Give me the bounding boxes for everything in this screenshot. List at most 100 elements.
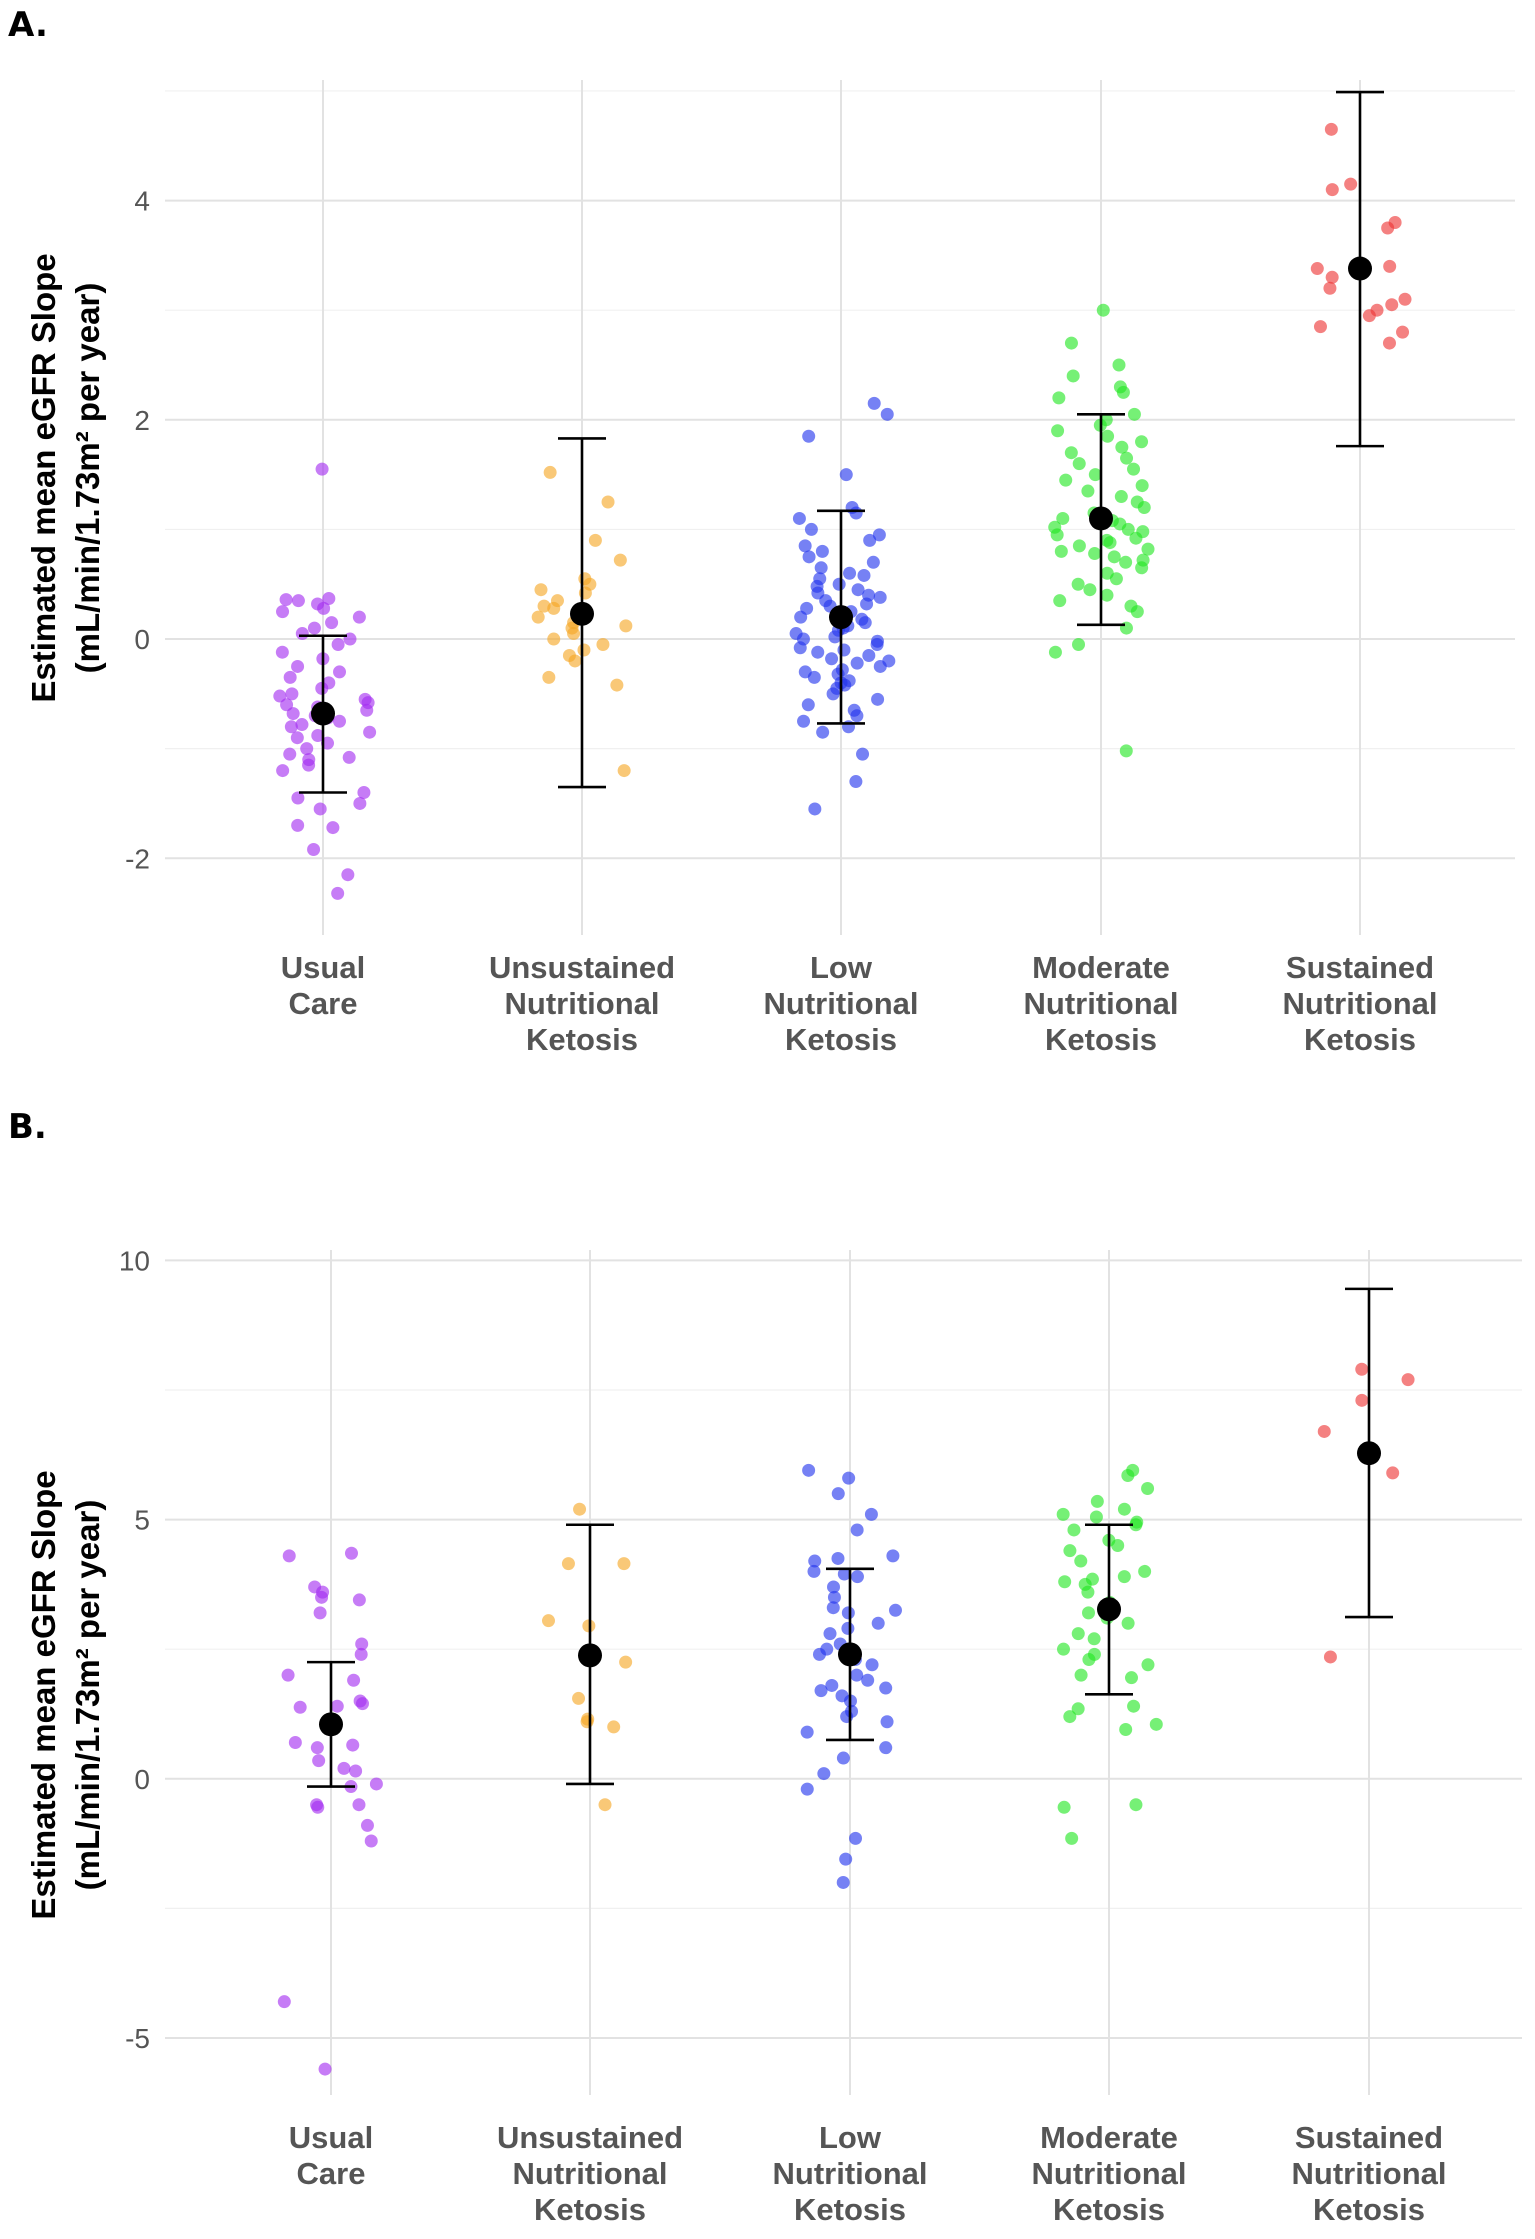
data-point <box>1063 1710 1077 1724</box>
data-point <box>1112 358 1126 372</box>
data-point <box>619 1655 633 1669</box>
data-point <box>1130 605 1144 619</box>
data-point <box>1310 262 1324 276</box>
data-point <box>1127 462 1141 476</box>
data-point <box>1089 1510 1103 1524</box>
data-point <box>355 1697 369 1711</box>
data-point <box>1087 1632 1101 1646</box>
data-point <box>561 1557 575 1571</box>
data-point <box>1396 325 1410 339</box>
data-point <box>598 1798 612 1812</box>
data-point <box>355 1637 369 1651</box>
y-tick-label: -2 <box>125 843 150 874</box>
data-point <box>295 627 309 641</box>
data-point <box>1048 645 1062 659</box>
data-point <box>312 1754 326 1768</box>
data-point <box>872 528 886 542</box>
data-point <box>873 590 887 604</box>
data-point <box>1066 369 1080 383</box>
data-point <box>1071 1627 1085 1641</box>
data-point <box>1056 1507 1070 1521</box>
data-point <box>1362 309 1376 323</box>
data-point <box>332 714 346 728</box>
data-point <box>1050 528 1064 542</box>
data-point <box>1057 1800 1071 1814</box>
data-point <box>866 555 880 569</box>
data-point <box>307 843 321 856</box>
data-point <box>1081 484 1095 498</box>
y-ticks-b: -5 0 5 10 <box>119 1245 150 2054</box>
data-point <box>315 462 329 476</box>
data-point <box>861 1673 875 1687</box>
data-point <box>353 796 367 810</box>
data-point <box>814 561 828 575</box>
data-point <box>1129 531 1143 545</box>
data-point <box>291 594 305 608</box>
data-point <box>1117 1570 1131 1584</box>
data-point <box>850 656 864 670</box>
gridlines-b <box>165 1250 1522 2095</box>
data-point <box>836 1751 850 1765</box>
x-category-label: Usual <box>289 2120 373 2155</box>
data-point <box>849 775 863 789</box>
y-axis-title-a-line1: Estimated mean eGFR Slope <box>25 253 62 702</box>
data-point <box>1096 303 1110 317</box>
data-point <box>816 725 830 739</box>
data-point <box>858 616 872 630</box>
y-tick-label: 2 <box>134 405 150 436</box>
x-category-label: Nutritional <box>1024 986 1179 1021</box>
data-point <box>802 429 816 443</box>
data-point <box>1109 572 1123 586</box>
data-point <box>807 1564 821 1578</box>
x-categories-a: UsualCareUnsustainedNutritionalKetosisLo… <box>281 950 1438 1057</box>
data-point <box>870 638 884 652</box>
data-point <box>804 522 818 536</box>
data-point <box>800 1782 814 1796</box>
data-point <box>793 641 807 655</box>
data-point <box>1325 183 1339 197</box>
data-point <box>801 698 815 712</box>
data-point <box>363 725 377 739</box>
data-point <box>333 665 347 679</box>
data-point <box>1323 1650 1337 1664</box>
data-point <box>281 1668 295 1682</box>
data-point <box>1119 1723 1133 1737</box>
summary-a <box>299 90 1384 794</box>
data-point <box>291 791 305 805</box>
data-point <box>547 632 561 646</box>
data-point <box>1121 1616 1135 1630</box>
y-axis-title-b-line1: Estimated mean eGFR Slope <box>25 1470 62 1919</box>
data-point <box>1115 440 1129 454</box>
data-point <box>617 764 631 778</box>
data-point <box>802 550 816 564</box>
mean-marker <box>578 1643 602 1668</box>
data-point <box>849 506 863 520</box>
data-point <box>841 1606 855 1620</box>
data-point <box>792 511 806 525</box>
x-category-label: Sustained <box>1295 2120 1443 2155</box>
mean-marker <box>570 601 594 626</box>
data-point <box>862 648 876 662</box>
data-point <box>1107 550 1121 564</box>
data-point <box>808 802 822 816</box>
data-point <box>286 707 300 721</box>
data-point <box>831 1487 845 1501</box>
data-point <box>531 610 545 624</box>
data-point <box>1072 457 1086 471</box>
data-point <box>1088 468 1102 482</box>
x-category-label: Low <box>819 2120 882 2155</box>
x-category-label: Nutritional <box>764 986 919 1021</box>
x-category-label: Usual <box>281 950 365 985</box>
data-point <box>1120 451 1134 465</box>
data-point <box>880 1715 894 1729</box>
y-axis-title-b-line2: (mL/min/1.73m² per year) <box>69 1500 106 1891</box>
data-point <box>311 729 325 742</box>
x-category-label: Ketosis <box>785 1022 897 1057</box>
data-point <box>617 1557 631 1571</box>
x-category-label: Ketosis <box>794 2192 906 2227</box>
data-point <box>798 539 812 553</box>
data-point <box>1119 744 1133 758</box>
x-category-label: Ketosis <box>1053 2192 1165 2227</box>
